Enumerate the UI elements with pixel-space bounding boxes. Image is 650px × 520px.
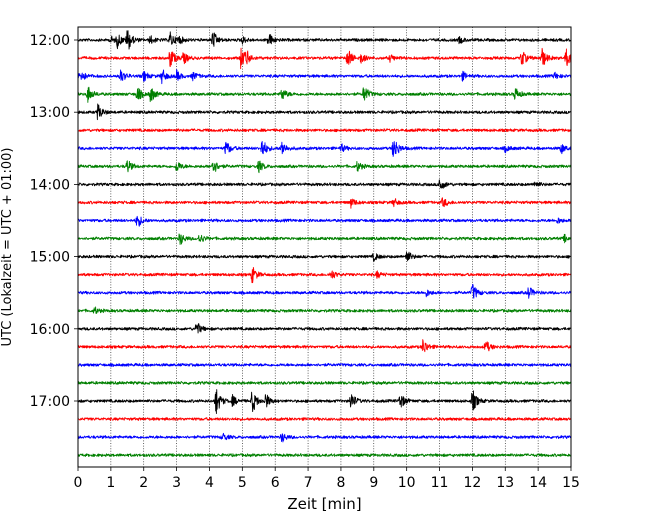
trace-1630: [77, 362, 572, 367]
x-tick-label: 13: [496, 475, 514, 491]
plot-frame: [77, 26, 572, 468]
x-axis-label: Zeit [min]: [287, 495, 361, 513]
y-tick-label: 15:00: [30, 250, 70, 266]
trace-1500: [77, 251, 572, 263]
x-tick-label: 12: [463, 475, 481, 491]
trace-1345: [77, 160, 572, 174]
traces: [77, 30, 572, 458]
y-axis-ticks: 12:00 13:00 14:00 15:00 16:00 17:00: [30, 33, 78, 410]
trace-1715: [77, 417, 572, 422]
trace-1415: [77, 197, 572, 209]
trace-1545: [77, 306, 572, 314]
trace-1245: [77, 86, 572, 103]
trace-1315: [77, 128, 572, 133]
x-tick-label: 9: [369, 475, 378, 491]
x-tick-label: 10: [398, 475, 416, 491]
trace-1200: [77, 30, 572, 50]
x-tick-label: 1: [106, 475, 115, 491]
y-tick-label: 14:00: [30, 177, 70, 193]
x-tick-label: 8: [336, 475, 345, 491]
x-tick-label: 14: [529, 475, 547, 491]
trace-1430: [77, 215, 572, 227]
trace-1615: [77, 339, 572, 353]
trace-1230: [77, 69, 572, 85]
x-tick-label: 5: [238, 475, 247, 491]
x-tick-label: 0: [74, 475, 83, 491]
trace-1400: [77, 179, 572, 189]
x-tick-label: 15: [562, 475, 580, 491]
x-tick-label: 11: [431, 475, 449, 491]
trace-1330: [77, 141, 572, 157]
trace-1600: [77, 323, 572, 334]
x-tick-label: 4: [205, 475, 214, 491]
x-tick-label: 2: [139, 475, 148, 491]
trace-1745: [77, 453, 572, 458]
trace-1300: [77, 103, 572, 121]
y-axis-label: UTC (Lokalzeit = UTC + 01:00): [0, 148, 15, 347]
x-axis-ticks: 0 1 2 3 4 5 6 7 8 9 10 11 12 13 14 15: [74, 467, 580, 491]
trace-1645: [77, 381, 572, 385]
trace-1445: [77, 233, 572, 245]
x-tick-label: 7: [304, 475, 313, 491]
trace-1515: [77, 266, 572, 284]
gridlines: [110, 27, 539, 467]
x-tick-label: 3: [172, 475, 181, 491]
trace-1215: [77, 47, 572, 70]
y-tick-label: 16:00: [30, 322, 70, 338]
x-tick-label: 6: [271, 475, 280, 491]
trace-1730: [77, 432, 572, 443]
y-tick-label: 13:00: [30, 105, 70, 121]
y-tick-label: 17:00: [30, 394, 70, 410]
trace-1530: [77, 283, 572, 299]
trace-1700: [77, 389, 572, 414]
y-tick-label: 12:00: [30, 33, 70, 49]
